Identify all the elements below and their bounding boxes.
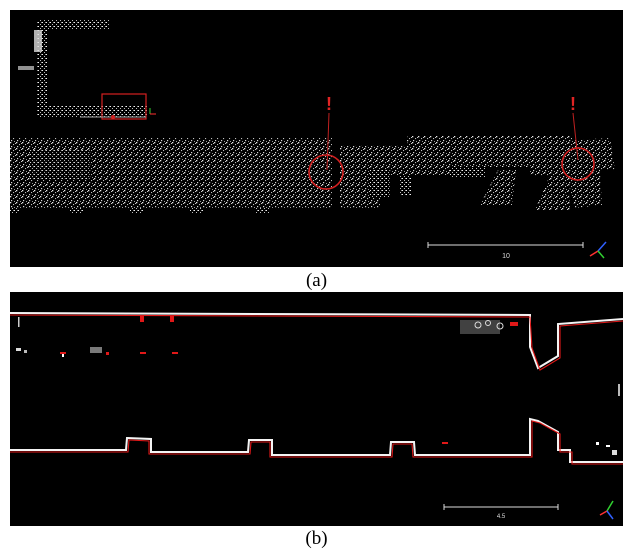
point-cloud-view-a: ! ! 10 bbox=[10, 20, 615, 260]
point-cloud-panel-a: ! ! 10 bbox=[10, 10, 623, 267]
overview-map bbox=[18, 20, 156, 120]
caption-b: (b) bbox=[305, 528, 328, 549]
wall-outline-red bbox=[10, 314, 623, 465]
annotation-marker-right: ! bbox=[561, 94, 595, 181]
scale-bar-a: 10 bbox=[427, 242, 584, 260]
slice-view-b: 4.5 bbox=[10, 312, 623, 520]
exclamation-icon: ! bbox=[570, 94, 576, 114]
point-clutter bbox=[16, 316, 620, 455]
scale-bar-label-a: 10 bbox=[502, 253, 510, 260]
exclamation-icon: ! bbox=[326, 94, 332, 114]
annotation-marker-left: ! bbox=[308, 94, 344, 190]
caption-a: (a) bbox=[305, 270, 328, 291]
wall-outline-white bbox=[10, 312, 623, 463]
point-cloud-panel-b: 4.5 bbox=[10, 292, 623, 526]
scale-bar-label-b: 4.5 bbox=[497, 514, 506, 520]
corridor-point-cloud bbox=[10, 136, 615, 214]
axis-gizmo-icon bbox=[599, 500, 614, 520]
overview-highlight-box bbox=[101, 93, 147, 120]
axis-gizmo-icon bbox=[589, 241, 607, 259]
scale-bar-b: 4.5 bbox=[443, 504, 559, 520]
